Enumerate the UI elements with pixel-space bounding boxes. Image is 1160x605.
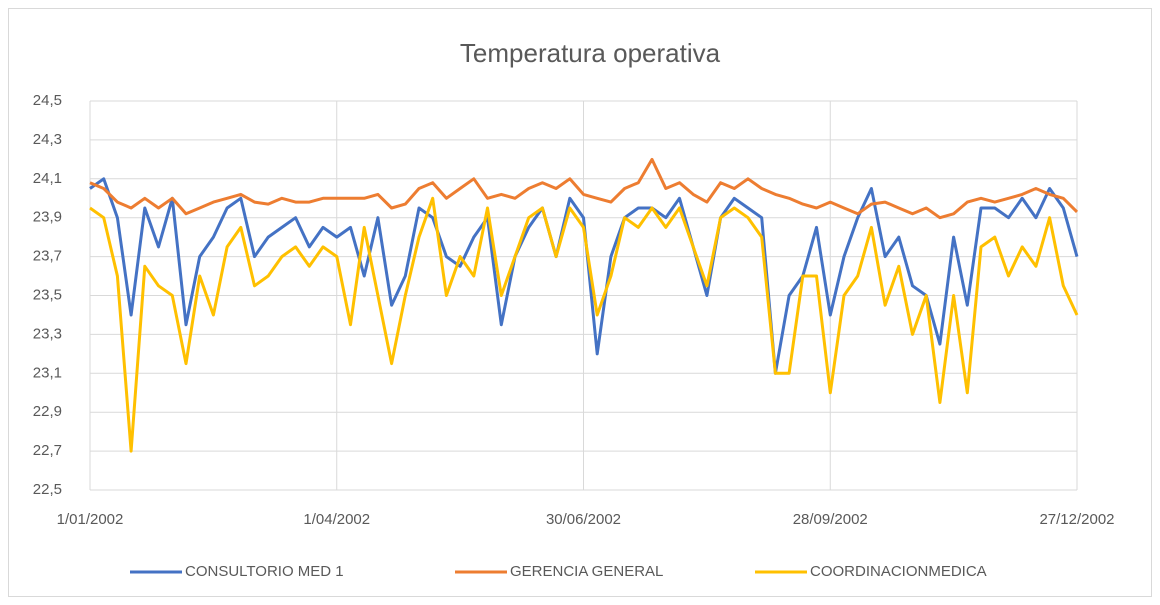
x-tick-label: 30/06/2002 bbox=[546, 511, 621, 528]
line-series bbox=[89, 196, 1079, 453]
x-tick-label: 28/09/2002 bbox=[793, 511, 868, 528]
x-tick-label: 1/04/2002 bbox=[303, 511, 370, 528]
y-tick-label: 23,7 bbox=[33, 248, 62, 265]
line-series bbox=[89, 177, 1079, 375]
y-tick-label: 22,5 bbox=[33, 481, 62, 498]
line-series bbox=[89, 157, 1079, 220]
y-tick-label: 23,5 bbox=[33, 286, 62, 303]
y-tick-label: 24,5 bbox=[33, 92, 62, 109]
chart-border bbox=[8, 8, 1152, 597]
y-tick-label: 24,1 bbox=[33, 170, 62, 187]
x-tick-label: 1/01/2002 bbox=[57, 511, 124, 528]
y-tick-label: 24,3 bbox=[33, 131, 62, 148]
y-tick-label: 22,9 bbox=[33, 403, 62, 420]
legend-label: COORDINACIONMEDICA bbox=[810, 563, 987, 580]
x-tick-label: 27/12/2002 bbox=[1039, 511, 1114, 528]
legend-label: GERENCIA GENERAL bbox=[510, 563, 663, 580]
y-tick-label: 23,9 bbox=[33, 209, 62, 226]
y-tick-label: 22,7 bbox=[33, 442, 62, 459]
legend-label: CONSULTORIO MED 1 bbox=[185, 563, 344, 580]
chart-title: Temperatura operativa bbox=[460, 38, 721, 68]
y-tick-label: 23,3 bbox=[33, 325, 62, 342]
y-tick-label: 23,1 bbox=[33, 364, 62, 381]
